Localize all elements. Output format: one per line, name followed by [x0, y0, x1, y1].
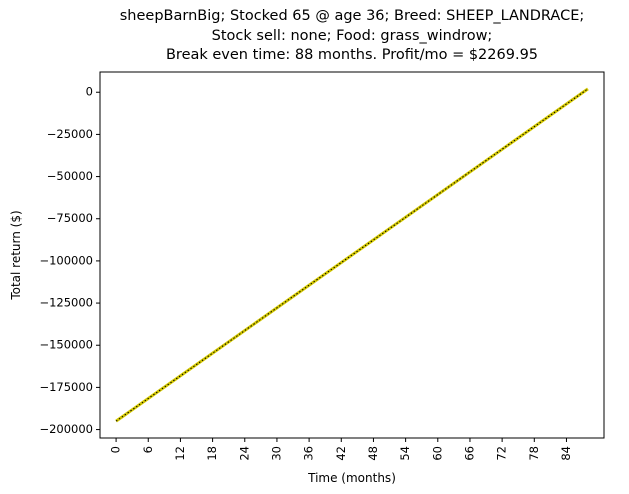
chart-title-line-2: Stock sell: none; Food: grass_windrow;	[211, 28, 493, 44]
y-tick-label: −125000	[39, 296, 93, 310]
x-tick-label: 66	[462, 446, 476, 461]
y-tick-label: −200000	[39, 422, 93, 436]
x-tick-label: 36	[302, 446, 316, 461]
chart-title-line-1: sheepBarnBig; Stocked 65 @ age 36; Breed…	[119, 8, 585, 24]
x-tick-label: 24	[237, 446, 251, 461]
chart-title-line-3: Break even time: 88 months. Profit/mo = …	[165, 47, 539, 63]
series-layer	[115, 87, 589, 423]
x-axis-ticks: 0 6 12 18 24 30 36 42 48 54 60 66 72 78 84	[109, 438, 573, 461]
series-line-dotted-overlay	[115, 88, 589, 422]
y-tick-label: 0	[86, 85, 93, 99]
x-tick-label: 30	[269, 446, 283, 461]
plot-frame	[99, 71, 605, 439]
x-tick-label: 42	[334, 446, 348, 461]
x-tick-label: 12	[173, 446, 187, 461]
y-tick-label: −25000	[47, 127, 93, 141]
x-tick-label: 84	[559, 446, 573, 461]
x-tick-label: 54	[398, 446, 412, 461]
y-tick-label: −150000	[39, 338, 93, 352]
x-tick-label: 72	[495, 446, 509, 461]
x-tick-label: 6	[141, 446, 155, 453]
x-tick-label: 18	[205, 446, 219, 461]
y-tick-label: −50000	[47, 169, 93, 183]
y-tick-label: −100000	[39, 253, 93, 267]
y-tick-label: −75000	[47, 211, 93, 225]
y-tick-label: −175000	[39, 380, 93, 394]
x-tick-label: 60	[430, 446, 444, 461]
x-tick-label: 48	[366, 446, 380, 461]
x-axis-label: Time (months)	[307, 471, 396, 485]
y-axis-label: Total return ($)	[9, 210, 23, 300]
x-tick-label: 78	[527, 446, 541, 461]
y-axis-ticks: 0 −25000 −50000 −75000 −100000 −125000 −150000…	[39, 85, 100, 436]
x-tick-label: 0	[109, 446, 123, 453]
